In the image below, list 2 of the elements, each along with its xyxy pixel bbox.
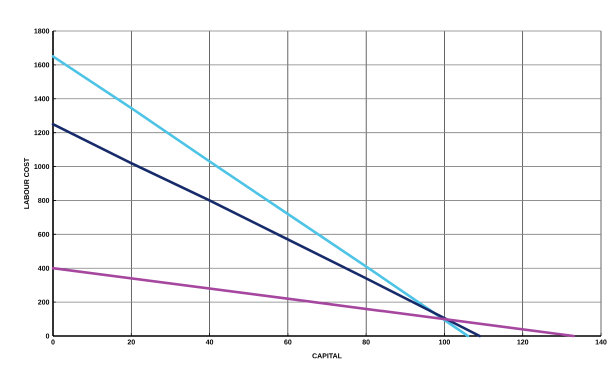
line-series [52, 55, 470, 338]
line-series [52, 122, 481, 338]
